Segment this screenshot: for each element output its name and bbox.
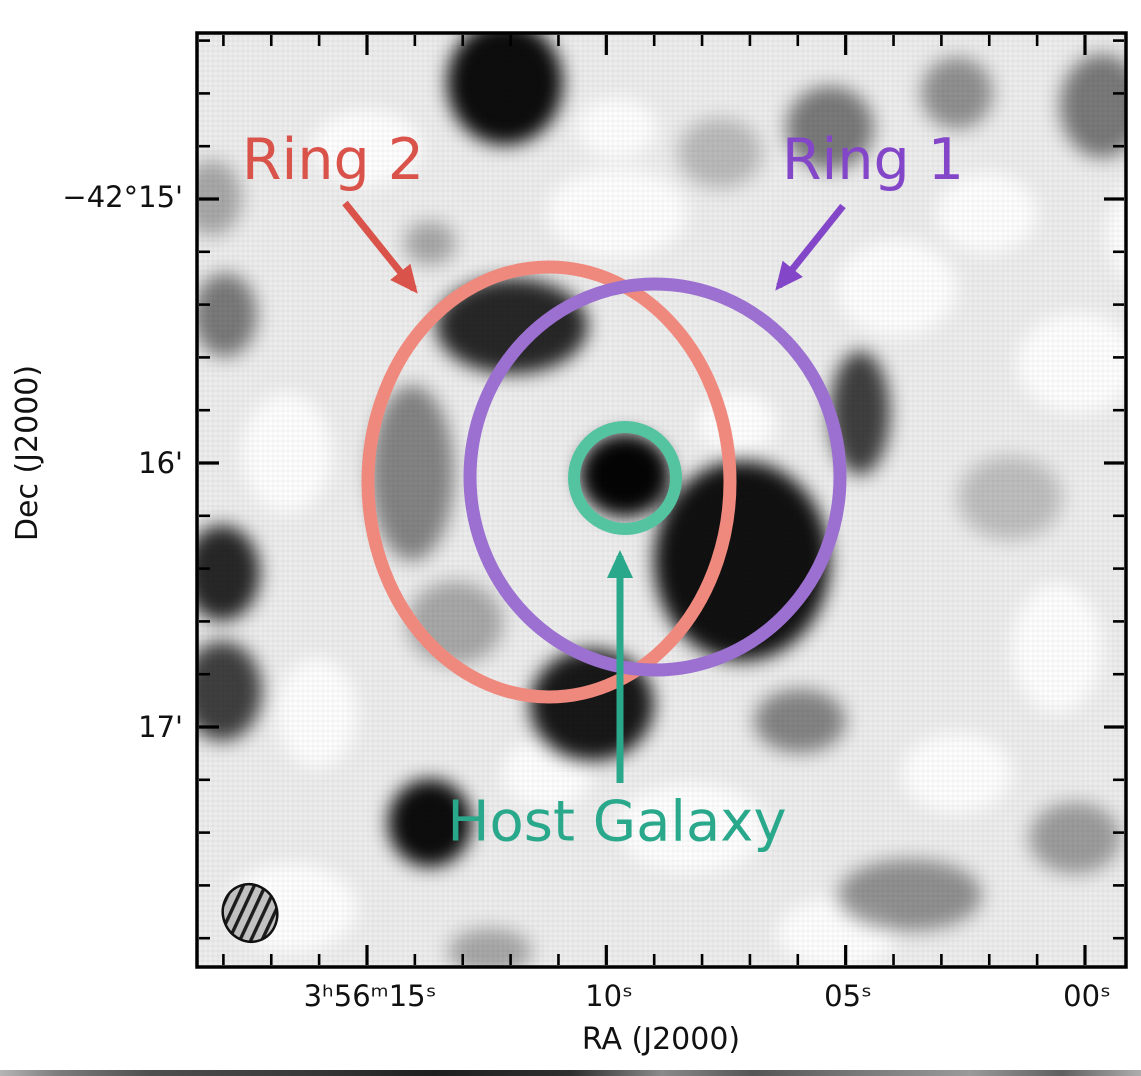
x-tick-label-10s: 10ˢ — [585, 979, 633, 1013]
x-tick-label-00s: 00ˢ — [1063, 979, 1111, 1013]
x-tick-label-15s: 3ʰ56ᵐ15ˢ — [303, 979, 437, 1013]
host-galaxy-label: Host Galaxy — [447, 789, 787, 855]
x-tick-label-05s: 05ˢ — [824, 979, 872, 1013]
ring1-label: Ring 1 — [781, 127, 965, 193]
y-tick-label-16arcmin: 16' — [138, 446, 183, 480]
next-figure-edge — [0, 1070, 1141, 1076]
y-tick-label-15arcmin: −42°15' — [62, 180, 183, 214]
y-axis-label: Dec (J2000) — [10, 364, 45, 542]
ring2-label: Ring 2 — [241, 127, 425, 193]
x-axis-label: RA (J2000) — [581, 1022, 741, 1057]
y-tick-label-17arcmin: 17' — [138, 710, 183, 744]
